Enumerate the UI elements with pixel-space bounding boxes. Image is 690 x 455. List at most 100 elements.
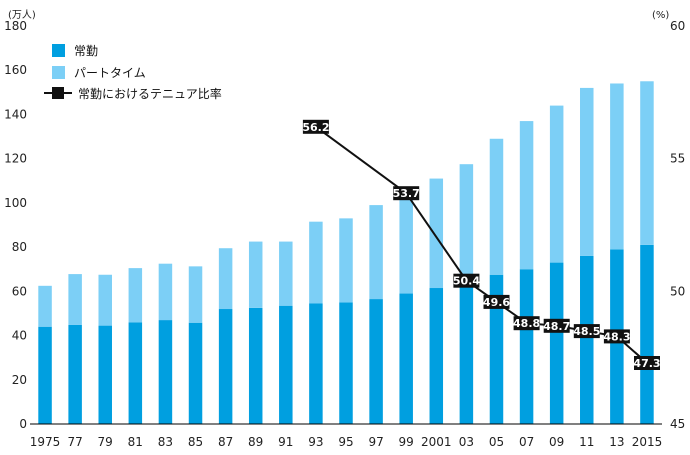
x-tick-label: 77 (67, 435, 82, 449)
legend-swatch-parttime (52, 66, 65, 79)
bar-parttime-79 (98, 274, 112, 326)
x-tick-label: 97 (368, 435, 383, 449)
bar-fulltime-99 (399, 293, 413, 424)
x-tick-label: 99 (399, 435, 414, 449)
bar-parttime-83 (158, 263, 173, 321)
bar-parttime-93 (309, 221, 323, 304)
bar-fulltime-2015 (640, 244, 654, 424)
bar-parttime-99 (399, 187, 413, 294)
tenure-ratio-line-group: 56.2 53.7 50.449.648.8 48.7 48.5 48.3 47.3 (302, 119, 661, 370)
tenure-data-label: 56.2 (302, 121, 329, 134)
x-tick-label: 03 (459, 435, 474, 449)
bar-fulltime-93 (309, 303, 323, 424)
tenure-data-label: 48.3 (603, 330, 630, 343)
bar-fulltime-89 (248, 307, 263, 424)
bar-parttime-05 (489, 138, 504, 275)
bar-fulltime-97 (369, 299, 383, 424)
bar-fulltime-03 (459, 280, 474, 424)
bar-parttime-03 (459, 164, 474, 281)
bar-parttime-09 (549, 105, 564, 263)
bar-fulltime-77 (68, 324, 82, 424)
x-tick-label: 2015 (632, 435, 663, 449)
bar-fulltime-05 (489, 274, 504, 424)
legend-swatch-fulltime (52, 44, 65, 57)
bar-parttime-07 (519, 121, 534, 270)
bar-fulltime-83 (158, 320, 173, 424)
bar-fulltime-11 (580, 255, 594, 424)
left-tick-label: 20 (12, 373, 27, 387)
x-tick-label: 05 (489, 435, 504, 449)
tenure-point-marker (302, 119, 329, 134)
bar-fulltime-95 (339, 302, 353, 424)
tenure-data-label: 48.7 (543, 320, 570, 333)
left-tick-label: 120 (4, 152, 27, 166)
bar-parttime-89 (248, 241, 263, 308)
x-tick-label: 09 (549, 435, 564, 449)
legend-label-fulltime: 常勤 (74, 44, 98, 58)
tenure-point-marker (393, 186, 420, 201)
left-axis-unit-label: (万人) (8, 9, 36, 21)
bar-parttime-13 (610, 83, 624, 250)
bar-fulltime-2001 (429, 288, 444, 424)
right-tick-label: 50 (670, 284, 685, 298)
right-tick-label: 55 (670, 152, 685, 166)
bar-parttime-95 (339, 218, 353, 303)
right-axis-ticks: 45 50 55 60 (670, 19, 685, 431)
bar-fulltime-07 (519, 269, 534, 424)
right-axis-unit-label: (%) (652, 10, 669, 21)
bar-parttime-91 (279, 241, 293, 306)
left-tick-label: 0 (19, 417, 27, 431)
bar-fulltime-85 (188, 322, 203, 424)
x-tick-label: 85 (188, 435, 203, 449)
legend-marker-tenure (52, 87, 64, 99)
tenure-point-marker (543, 318, 570, 333)
tenure-point-marker (483, 294, 510, 309)
tenure-point-marker (513, 316, 540, 331)
bars-group (38, 81, 654, 424)
x-tick-label: 91 (278, 435, 293, 449)
tenure-data-label: 48.8 (513, 317, 540, 330)
tenure-data-label: 53.7 (393, 187, 420, 200)
x-tick-label: 81 (128, 435, 143, 449)
left-tick-label: 80 (12, 240, 27, 254)
left-axis-ticks: 0 20 40 60 80 100 120 140 160 180 (4, 19, 27, 431)
legend-label-tenure: 常勤におけるテニュア比率 (78, 86, 222, 101)
bar-parttime-97 (369, 205, 383, 300)
bar-fulltime-87 (218, 309, 233, 424)
tenure-data-label: 49.6 (483, 296, 510, 309)
tenure-data-label: 48.5 (573, 325, 600, 338)
tenure-point-marker (634, 356, 660, 370)
left-tick-label: 180 (4, 19, 27, 33)
bar-fulltime-91 (279, 305, 293, 424)
tenure-point-marker (603, 329, 630, 344)
left-tick-label: 60 (12, 284, 27, 298)
bar-parttime-1975 (38, 285, 52, 327)
x-tick-label: 93 (308, 435, 323, 449)
x-tick-label: 89 (248, 435, 263, 449)
bar-parttime-2015 (640, 81, 654, 245)
x-tick-label: 79 (98, 435, 113, 449)
x-tick-label: 11 (579, 435, 594, 449)
bar-parttime-11 (580, 87, 594, 256)
bar-parttime-81 (128, 268, 143, 323)
bar-parttime-87 (218, 248, 233, 310)
x-tick-label: 83 (158, 435, 173, 449)
bar-parttime-85 (188, 266, 203, 323)
x-tick-label: 87 (218, 435, 233, 449)
bar-parttime-77 (68, 274, 82, 325)
tenure-point-marker (453, 273, 480, 288)
legend-label-parttime: パートタイム (74, 66, 146, 80)
bar-fulltime-81 (128, 322, 143, 424)
x-tick-label: 2001 (421, 435, 452, 449)
left-tick-label: 100 (4, 196, 27, 210)
bar-fulltime-79 (98, 325, 112, 424)
left-tick-label: 140 (4, 107, 27, 121)
x-tick-label: 13 (609, 435, 624, 449)
bar-fulltime-09 (549, 262, 564, 424)
x-tick-label: 95 (338, 435, 353, 449)
bar-fulltime-1975 (38, 326, 52, 424)
legend: 常勤 パートタイム 常勤におけるテニュア比率 (44, 44, 222, 101)
left-tick-label: 40 (12, 329, 27, 343)
right-tick-label: 60 (670, 19, 685, 33)
